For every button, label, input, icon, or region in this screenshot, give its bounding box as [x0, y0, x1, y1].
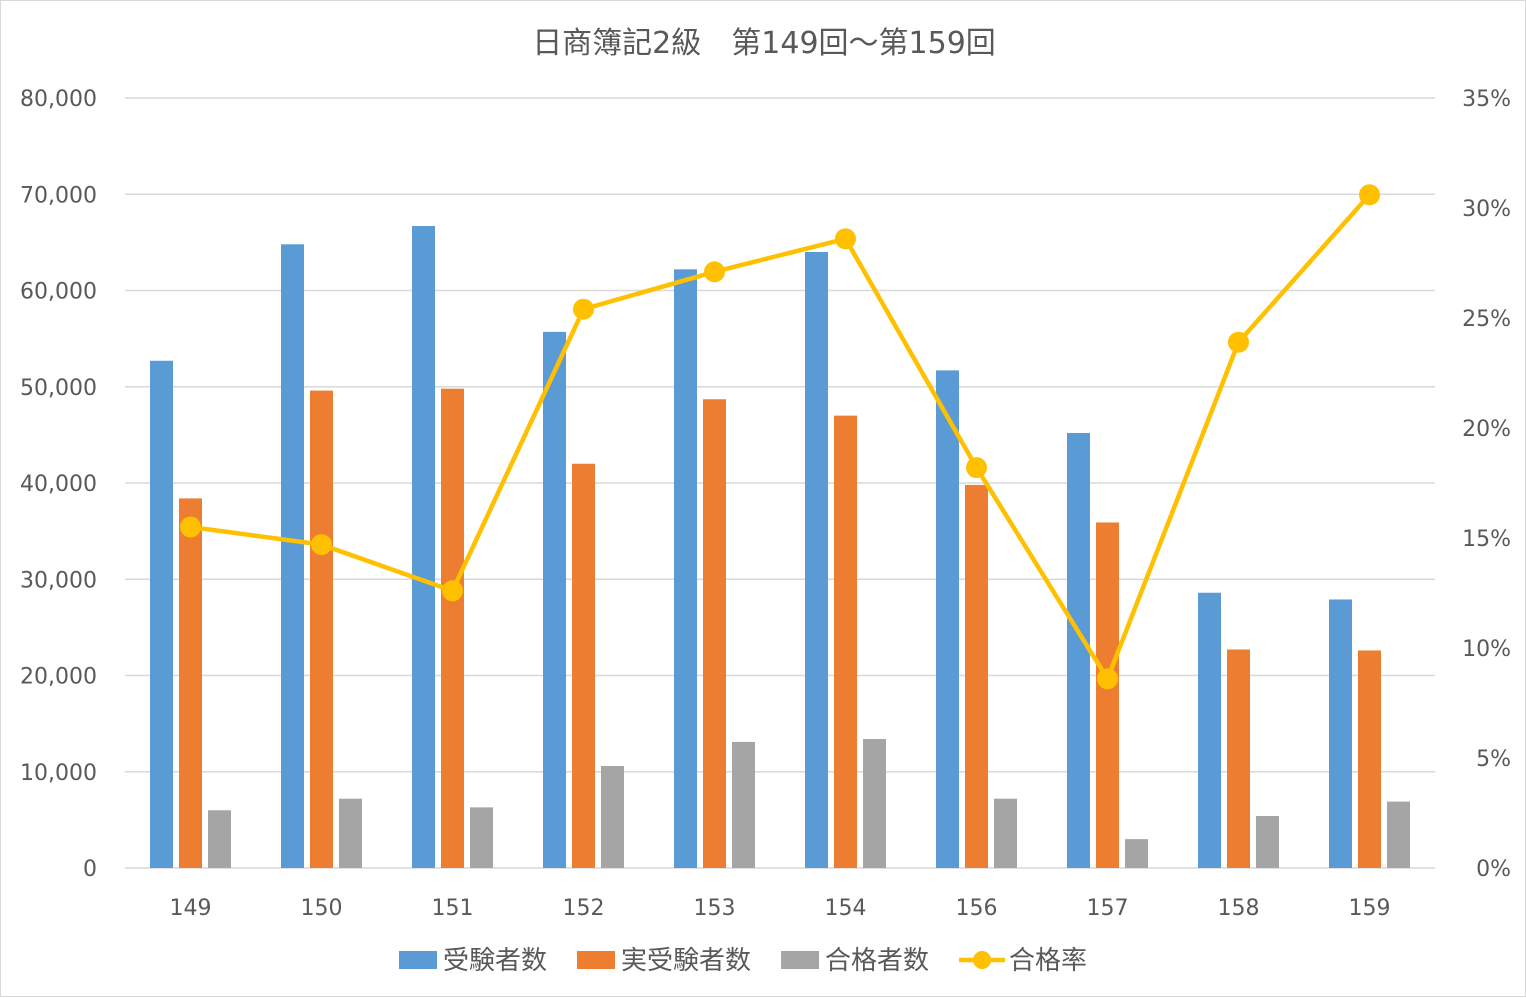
bar [1198, 592, 1221, 868]
rate-line [190, 193, 1372, 682]
legend-label: 実受験者数 [621, 946, 751, 976]
x-tick-label: 149 [170, 896, 212, 921]
legend: 受験者数 実受験者数 合格者数 合格率 [399, 946, 1087, 976]
legend-label: 合格率 [1009, 946, 1087, 976]
y-left-tick-label: 60,000 [20, 280, 97, 305]
y-right-tick-label: 20% [1462, 417, 1511, 442]
y-left-tick-label: 20,000 [20, 665, 97, 690]
rate-point [311, 534, 332, 556]
bar [805, 252, 828, 868]
bar [936, 370, 959, 868]
x-tick-label: 150 [301, 896, 343, 921]
bar-series [150, 226, 1410, 869]
y-right-tick-label: 30% [1462, 197, 1511, 222]
bar [310, 390, 333, 868]
bar [732, 741, 755, 868]
rate-point [1359, 184, 1380, 206]
bar [1096, 522, 1119, 868]
bar [572, 463, 595, 868]
y-left-tick-label: 40,000 [20, 472, 97, 497]
rate-point [1228, 331, 1249, 353]
bar [441, 388, 464, 868]
rate-point [180, 516, 201, 538]
x-tick-label: 152 [563, 896, 605, 921]
bar [1329, 599, 1352, 868]
bar [208, 810, 231, 868]
bar [1256, 816, 1279, 868]
y-right-tick-label: 15% [1462, 527, 1511, 552]
bar [703, 399, 726, 868]
bar [863, 739, 886, 868]
y-right-tick-label: 5% [1476, 747, 1511, 772]
bar [1227, 649, 1250, 868]
bar [674, 269, 697, 868]
legend-label: 受験者数 [443, 946, 547, 976]
legend-swatch [399, 951, 437, 969]
bar [1358, 650, 1381, 868]
bar [543, 331, 566, 868]
bar [1387, 801, 1410, 868]
rate-point [442, 580, 463, 602]
bar [150, 360, 173, 868]
bar [1125, 839, 1148, 868]
x-tick-label: 159 [1349, 896, 1391, 921]
x-tick-label: 154 [825, 896, 867, 921]
legend-swatch [973, 951, 992, 969]
y-left-tick-label: 0 [83, 857, 97, 882]
bar [339, 798, 362, 868]
right-axis-ticks: 0% 5% 10% 15% 20% 25% 30% 35% [1462, 87, 1511, 882]
bar [179, 498, 202, 868]
gridlines [125, 97, 1435, 869]
bar [470, 807, 493, 868]
chart-title: 日商簿記2級 第149回～第159回 [532, 26, 996, 61]
x-tick-label: 151 [432, 896, 474, 921]
x-tick-label: 153 [694, 896, 736, 921]
bar [601, 765, 624, 868]
rate-point [573, 298, 594, 320]
y-left-tick-label: 10,000 [20, 761, 97, 786]
bar [1067, 432, 1090, 868]
y-right-tick-label: 25% [1462, 307, 1511, 332]
rate-point [966, 457, 987, 479]
bar [281, 244, 304, 869]
y-left-tick-label: 70,000 [20, 183, 97, 208]
bar [412, 226, 435, 868]
left-axis-ticks: 0 10,000 20,000 30,000 40,000 50,000 60,000 70,… [20, 87, 97, 882]
x-tick-label: 157 [1087, 896, 1129, 921]
x-axis-ticks: 149 150 151 152 153 154 156 157 158 159 [170, 896, 1391, 921]
legend-swatch [577, 951, 616, 969]
x-tick-label: 158 [1218, 896, 1260, 921]
y-left-tick-label: 80,000 [20, 87, 97, 112]
legend-swatch [781, 951, 820, 969]
y-left-tick-label: 30,000 [20, 568, 97, 593]
y-right-tick-label: 35% [1462, 87, 1511, 112]
x-tick-label: 156 [956, 896, 998, 921]
y-right-tick-label: 10% [1462, 637, 1511, 662]
bar [834, 415, 857, 868]
line-series [180, 184, 1380, 690]
rate-point [1097, 668, 1118, 690]
rate-point [704, 261, 725, 283]
legend-label: 合格者数 [825, 946, 929, 976]
y-right-tick-label: 0% [1476, 857, 1511, 882]
rate-point [835, 228, 856, 250]
bar [965, 484, 988, 868]
y-left-tick-label: 50,000 [20, 376, 97, 401]
bar [994, 798, 1017, 868]
